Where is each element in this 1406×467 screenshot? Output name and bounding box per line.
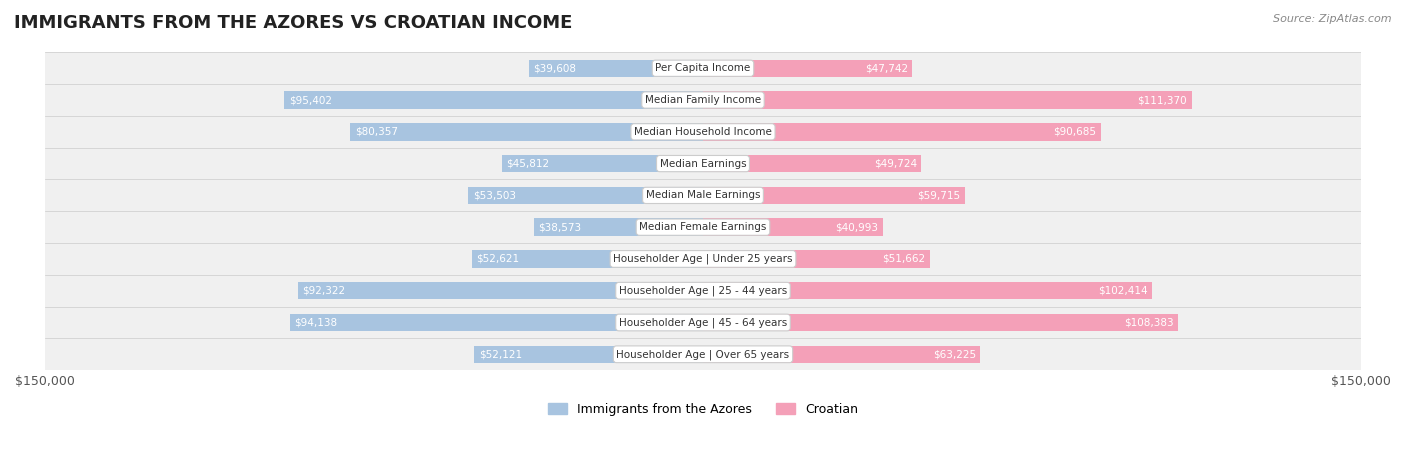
Text: IMMIGRANTS FROM THE AZORES VS CROATIAN INCOME: IMMIGRANTS FROM THE AZORES VS CROATIAN I… bbox=[14, 14, 572, 32]
Text: $90,685: $90,685 bbox=[1053, 127, 1097, 137]
Bar bbox=[45, 339, 1361, 370]
Text: $63,225: $63,225 bbox=[932, 349, 976, 359]
Text: Per Capita Income: Per Capita Income bbox=[655, 63, 751, 73]
Text: $49,724: $49,724 bbox=[873, 159, 917, 169]
Text: $52,121: $52,121 bbox=[478, 349, 522, 359]
Text: Householder Age | 45 - 64 years: Householder Age | 45 - 64 years bbox=[619, 317, 787, 328]
Bar bbox=[703, 219, 883, 236]
Text: $92,322: $92,322 bbox=[302, 286, 346, 296]
Bar bbox=[534, 219, 703, 236]
Bar bbox=[703, 187, 965, 204]
Bar bbox=[502, 155, 703, 172]
Text: $80,357: $80,357 bbox=[354, 127, 398, 137]
Bar bbox=[703, 59, 912, 77]
Bar bbox=[703, 91, 1192, 109]
Bar bbox=[45, 148, 1361, 179]
Bar bbox=[703, 282, 1153, 299]
Bar bbox=[45, 275, 1361, 307]
Bar bbox=[45, 307, 1361, 339]
Text: $111,370: $111,370 bbox=[1137, 95, 1187, 105]
Text: $94,138: $94,138 bbox=[294, 318, 337, 327]
Bar bbox=[45, 243, 1361, 275]
Text: Householder Age | Over 65 years: Householder Age | Over 65 years bbox=[616, 349, 790, 360]
Bar bbox=[45, 179, 1361, 211]
Bar bbox=[290, 314, 703, 331]
Text: Median Family Income: Median Family Income bbox=[645, 95, 761, 105]
Bar bbox=[529, 59, 703, 77]
Text: Median Female Earnings: Median Female Earnings bbox=[640, 222, 766, 232]
Text: Median Earnings: Median Earnings bbox=[659, 159, 747, 169]
Text: $102,414: $102,414 bbox=[1098, 286, 1147, 296]
Text: $95,402: $95,402 bbox=[288, 95, 332, 105]
Bar bbox=[298, 282, 703, 299]
Text: $52,621: $52,621 bbox=[477, 254, 520, 264]
Legend: Immigrants from the Azores, Croatian: Immigrants from the Azores, Croatian bbox=[543, 398, 863, 421]
Text: Median Household Income: Median Household Income bbox=[634, 127, 772, 137]
Bar bbox=[284, 91, 703, 109]
Text: $53,503: $53,503 bbox=[472, 191, 516, 200]
Text: $47,742: $47,742 bbox=[865, 63, 908, 73]
Bar bbox=[350, 123, 703, 141]
Bar bbox=[703, 346, 980, 363]
Bar bbox=[703, 250, 929, 268]
Bar bbox=[703, 155, 921, 172]
Bar bbox=[703, 314, 1178, 331]
Text: $108,383: $108,383 bbox=[1125, 318, 1174, 327]
Text: $39,608: $39,608 bbox=[534, 63, 576, 73]
Text: Source: ZipAtlas.com: Source: ZipAtlas.com bbox=[1274, 14, 1392, 24]
Text: $45,812: $45,812 bbox=[506, 159, 550, 169]
Text: Median Male Earnings: Median Male Earnings bbox=[645, 191, 761, 200]
Text: $40,993: $40,993 bbox=[835, 222, 879, 232]
Bar bbox=[45, 211, 1361, 243]
Bar bbox=[45, 116, 1361, 148]
Bar bbox=[703, 123, 1101, 141]
Text: $38,573: $38,573 bbox=[538, 222, 581, 232]
Text: $59,715: $59,715 bbox=[918, 191, 960, 200]
Bar bbox=[45, 52, 1361, 84]
Bar bbox=[472, 250, 703, 268]
Text: $51,662: $51,662 bbox=[882, 254, 925, 264]
Bar bbox=[45, 84, 1361, 116]
Text: Householder Age | 25 - 44 years: Householder Age | 25 - 44 years bbox=[619, 285, 787, 296]
Bar bbox=[468, 187, 703, 204]
Text: Householder Age | Under 25 years: Householder Age | Under 25 years bbox=[613, 254, 793, 264]
Bar bbox=[474, 346, 703, 363]
